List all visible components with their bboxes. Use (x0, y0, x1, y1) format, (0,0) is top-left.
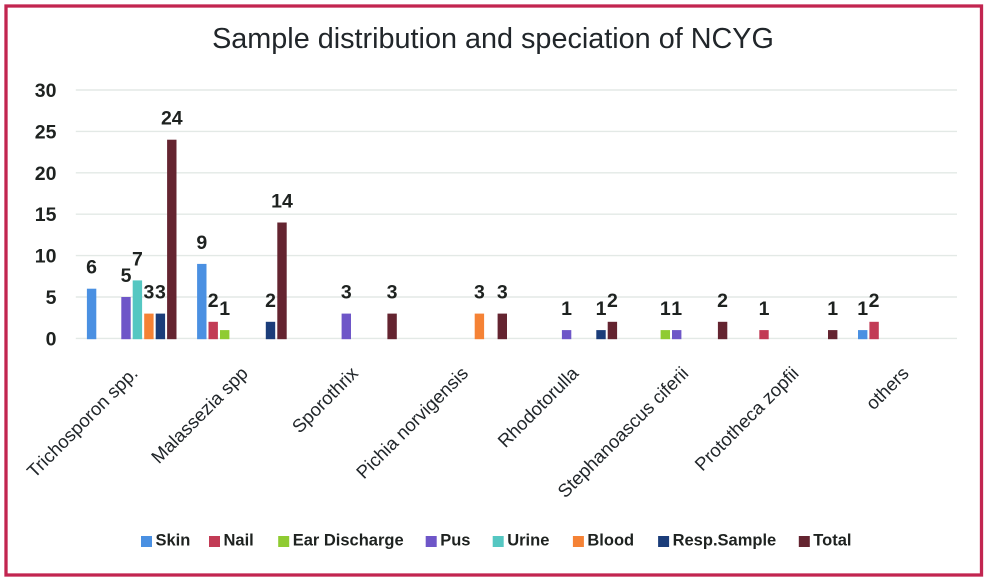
svg-text:1: 1 (759, 298, 770, 320)
svg-text:Ear Discharge: Ear Discharge (293, 532, 404, 550)
svg-text:Urine: Urine (507, 532, 549, 550)
svg-text:10: 10 (35, 246, 57, 268)
svg-text:7: 7 (132, 248, 143, 270)
svg-text:24: 24 (161, 108, 183, 130)
svg-text:Pus: Pus (440, 532, 470, 550)
svg-text:25: 25 (35, 121, 57, 143)
svg-text:3: 3 (155, 282, 166, 304)
svg-text:14: 14 (271, 191, 293, 213)
svg-text:Resp.Sample: Resp.Sample (673, 532, 777, 550)
svg-text:5: 5 (46, 287, 57, 309)
svg-text:3: 3 (474, 282, 485, 304)
svg-text:1: 1 (660, 298, 671, 320)
svg-text:6: 6 (86, 257, 97, 279)
svg-text:3: 3 (341, 282, 352, 304)
svg-text:Total: Total (813, 532, 851, 550)
svg-text:20: 20 (35, 163, 57, 185)
svg-text:3: 3 (387, 282, 398, 304)
svg-text:1: 1 (857, 298, 868, 320)
svg-text:Sample distribution and specia: Sample distribution and speciation of NC… (212, 23, 774, 55)
svg-text:2: 2 (208, 290, 219, 312)
svg-text:15: 15 (35, 204, 57, 226)
svg-text:2: 2 (607, 290, 618, 312)
svg-text:5: 5 (121, 265, 132, 287)
svg-text:1: 1 (219, 298, 230, 320)
svg-text:3: 3 (497, 282, 508, 304)
svg-text:9: 9 (196, 232, 207, 254)
svg-text:Blood: Blood (587, 532, 634, 550)
svg-text:2: 2 (717, 290, 728, 312)
svg-text:1: 1 (561, 298, 572, 320)
svg-text:0: 0 (46, 328, 57, 350)
svg-text:1: 1 (827, 298, 838, 320)
svg-text:1: 1 (596, 298, 607, 320)
svg-text:2: 2 (265, 290, 276, 312)
svg-text:1: 1 (671, 298, 682, 320)
svg-text:2: 2 (869, 290, 880, 312)
svg-text:30: 30 (35, 80, 57, 102)
svg-text:Skin: Skin (156, 532, 191, 550)
svg-text:Nail: Nail (224, 532, 254, 550)
svg-text:3: 3 (143, 282, 154, 304)
